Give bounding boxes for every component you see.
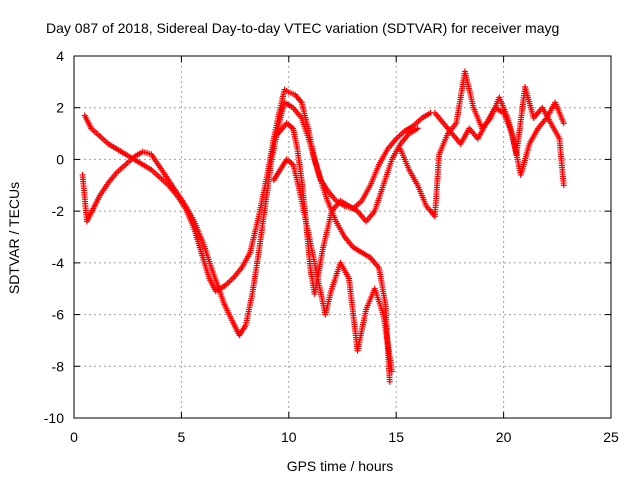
series-track-d [270, 156, 395, 375]
x-tick-label: 5 [178, 429, 186, 445]
data-point [560, 120, 567, 127]
y-axis-title: SDTVAR / TECUs [6, 182, 22, 294]
x-tick-label: 15 [388, 429, 404, 445]
plot-frame [73, 55, 612, 419]
data-point [414, 125, 421, 132]
y-tick-label: -6 [52, 307, 65, 323]
y-tick-label: 4 [56, 48, 64, 64]
x-tick-label: 25 [603, 429, 619, 445]
series-track-f [431, 99, 567, 178]
y-tick-label: -2 [52, 203, 65, 219]
data-point [560, 182, 567, 189]
series-track-c [275, 120, 421, 297]
series-track-a [81, 86, 434, 295]
x-axis-title: GPS time / hours [287, 458, 394, 474]
data-series [79, 68, 567, 385]
grid [74, 56, 611, 418]
y-tick-label: 0 [56, 151, 64, 167]
y-tick-label: -4 [52, 255, 65, 271]
data-point [388, 368, 395, 375]
series-track-b [79, 99, 393, 385]
y-tick-label: -10 [44, 410, 64, 426]
data-point [386, 378, 393, 385]
chart-title: Day 087 of 2018, Sidereal Day-to-day VTE… [46, 20, 559, 36]
x-tick-label: 10 [281, 429, 297, 445]
x-tick-label: 0 [70, 429, 78, 445]
x-tick-label: 20 [496, 429, 512, 445]
y-tick-label: 2 [56, 100, 64, 116]
y-tick-label: -8 [52, 358, 65, 374]
series-track-e [397, 68, 567, 220]
axis-ticks: 0 5 10 15 20 25 -10 -8 -6 -4 -2 0 2 4 [44, 48, 619, 445]
